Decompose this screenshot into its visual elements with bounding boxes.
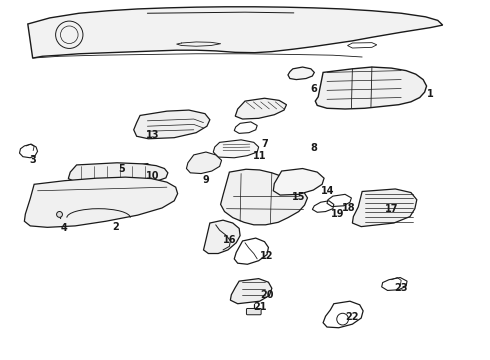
Text: 1: 1 <box>427 89 434 99</box>
Polygon shape <box>186 152 221 174</box>
Text: 7: 7 <box>261 139 268 149</box>
Polygon shape <box>230 279 272 304</box>
Polygon shape <box>352 189 417 226</box>
Polygon shape <box>220 169 308 225</box>
Text: 14: 14 <box>321 186 335 197</box>
Text: 16: 16 <box>222 235 236 245</box>
Text: 17: 17 <box>385 204 398 215</box>
Text: 19: 19 <box>331 209 344 219</box>
Text: 11: 11 <box>253 150 267 161</box>
Text: 10: 10 <box>146 171 159 181</box>
Polygon shape <box>213 140 259 158</box>
Text: 21: 21 <box>253 302 267 312</box>
Text: 15: 15 <box>292 192 305 202</box>
Text: 6: 6 <box>310 84 317 94</box>
Circle shape <box>56 211 62 217</box>
Polygon shape <box>68 163 168 184</box>
Text: 12: 12 <box>260 251 274 261</box>
Polygon shape <box>315 67 427 109</box>
Polygon shape <box>235 98 287 119</box>
Text: 5: 5 <box>119 164 125 174</box>
Polygon shape <box>288 67 314 80</box>
Text: 3: 3 <box>29 155 36 165</box>
Polygon shape <box>28 7 442 58</box>
Polygon shape <box>24 177 178 227</box>
Text: 13: 13 <box>146 130 159 140</box>
Polygon shape <box>134 110 210 139</box>
Text: 20: 20 <box>260 290 274 300</box>
FancyBboxPatch shape <box>246 309 261 315</box>
Text: 23: 23 <box>394 283 408 293</box>
Polygon shape <box>203 220 240 253</box>
Text: 4: 4 <box>61 224 68 233</box>
Text: 2: 2 <box>112 222 119 231</box>
Polygon shape <box>273 168 324 195</box>
Text: 18: 18 <box>342 203 355 213</box>
Text: 9: 9 <box>202 175 209 185</box>
Text: 8: 8 <box>310 143 317 153</box>
Text: 22: 22 <box>345 312 359 322</box>
